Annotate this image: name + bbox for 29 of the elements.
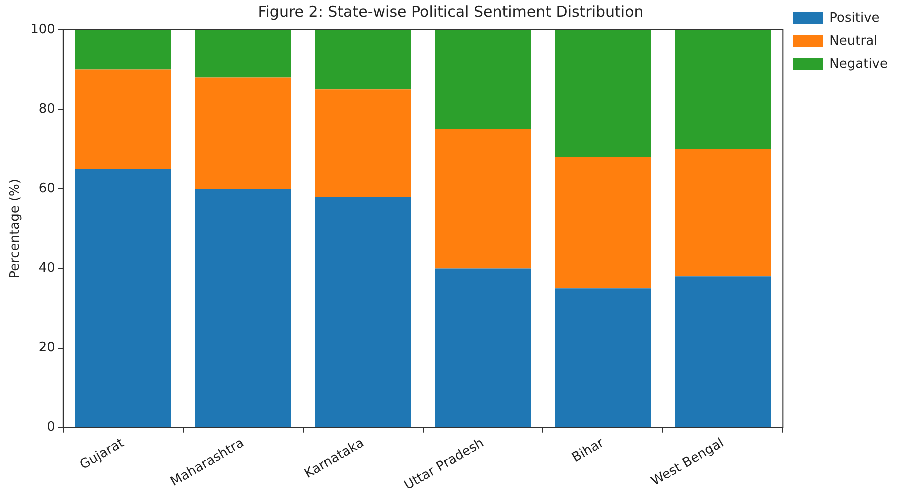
bar	[435, 268, 532, 428]
y-tick-label: 60	[38, 182, 56, 197]
chart-title: Figure 2: State-wise Political Sentiment Distribution	[258, 2, 644, 21]
bar	[435, 129, 532, 269]
bar	[315, 90, 412, 198]
bar	[555, 157, 652, 289]
y-tick-label: 0	[47, 420, 56, 436]
bar	[675, 149, 772, 277]
bar	[75, 70, 172, 170]
y-tick-label: 100	[30, 22, 56, 38]
bar	[315, 197, 412, 428]
y-tick-label: 80	[38, 102, 56, 117]
legend-label: Positive	[830, 10, 880, 26]
bar	[675, 30, 772, 150]
bar	[555, 288, 652, 428]
bar	[195, 78, 292, 190]
bar	[435, 30, 532, 130]
y-tick-label: 40	[38, 261, 56, 276]
y-axis-title: Percentage (%)	[8, 179, 24, 279]
legend-label: Neutral	[830, 34, 878, 49]
bar	[195, 189, 292, 428]
bar	[75, 169, 172, 428]
bar	[315, 30, 412, 90]
bar	[555, 30, 652, 158]
y-tick-label: 20	[38, 340, 56, 356]
bar	[75, 30, 172, 70]
bar	[195, 30, 292, 78]
bar	[675, 276, 772, 428]
legend-label: Negative	[830, 56, 888, 72]
